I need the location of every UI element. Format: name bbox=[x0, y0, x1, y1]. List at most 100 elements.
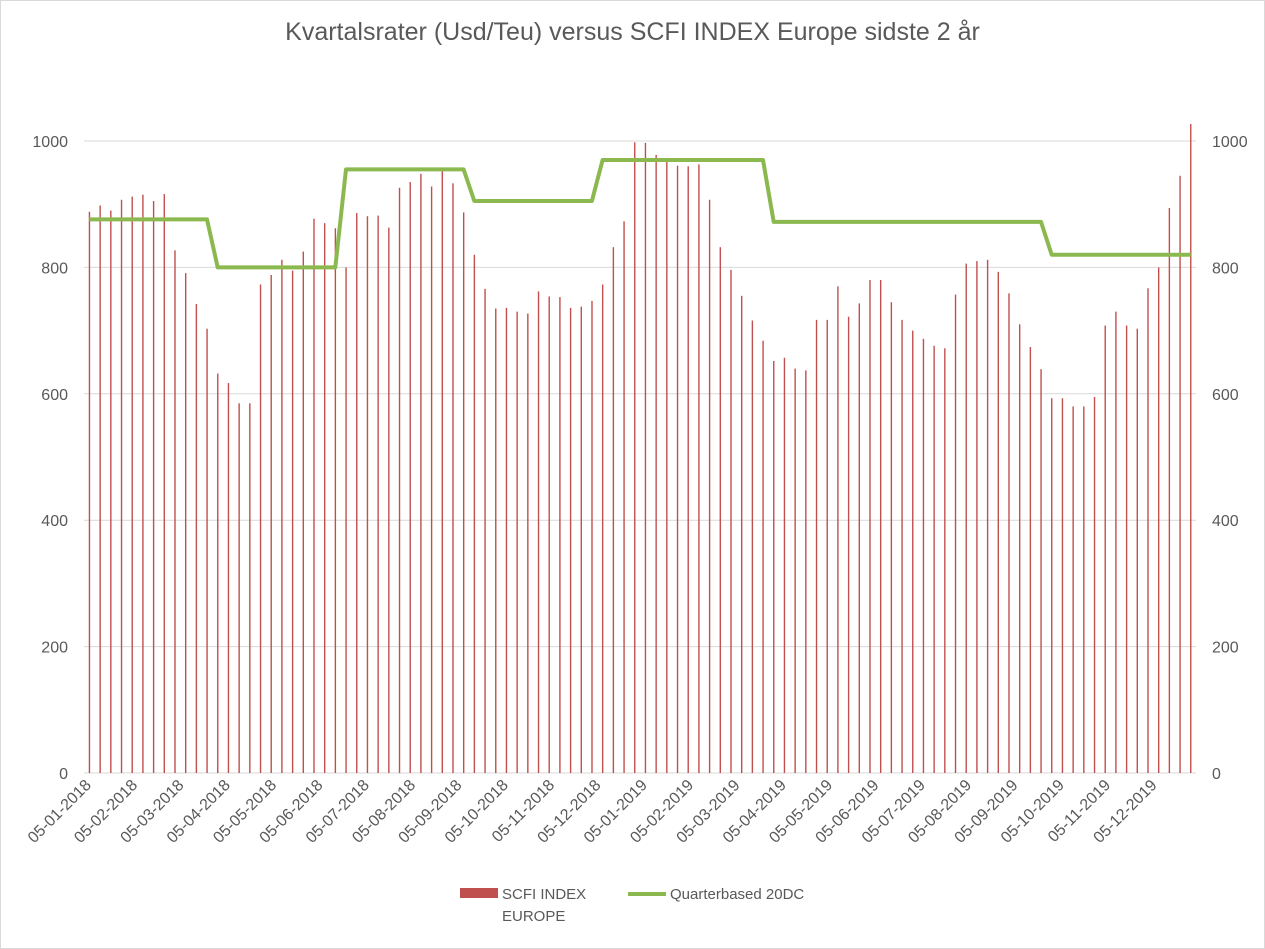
legend-swatch-scfi bbox=[460, 888, 498, 898]
bar-scfi-89 bbox=[1040, 369, 1042, 773]
bar-scfi-25 bbox=[356, 213, 358, 774]
y-tick-label-left: 600 bbox=[41, 387, 68, 404]
line-quarterbased bbox=[89, 158, 1191, 270]
bar-scfi-75 bbox=[890, 302, 893, 773]
bar-scfi-24 bbox=[345, 267, 347, 773]
y-tick-label-left: 800 bbox=[41, 260, 68, 277]
bar-scfi-56 bbox=[687, 166, 689, 773]
bar-scfi-31 bbox=[420, 173, 422, 773]
bar-scfi-6 bbox=[152, 201, 155, 774]
bar-scfi-28 bbox=[388, 227, 390, 774]
bar-scfi-101 bbox=[1168, 207, 1171, 773]
bar-scfi-23 bbox=[334, 228, 337, 773]
bar-scfi-7 bbox=[163, 194, 165, 773]
y-tick-label-left: 200 bbox=[41, 640, 68, 657]
bar-scfi-1 bbox=[99, 205, 101, 774]
bar-scfi-60 bbox=[730, 269, 732, 773]
bar-scfi-90 bbox=[1051, 398, 1053, 773]
bar-scfi-52 bbox=[644, 142, 647, 773]
bar-scfi-93 bbox=[1083, 406, 1085, 773]
chart-title: Kvartalsrater (Usd/Teu) versus SCFI INDE… bbox=[285, 18, 980, 46]
y-tick-label-right: 600 bbox=[1212, 387, 1239, 404]
bar-scfi-91 bbox=[1061, 398, 1064, 773]
bar-scfi-36 bbox=[473, 254, 476, 773]
bar-scfi-45 bbox=[569, 307, 572, 773]
y-tick-label-right: 0 bbox=[1212, 766, 1221, 783]
bar-scfi-26 bbox=[366, 216, 369, 773]
bar-scfi-71 bbox=[847, 316, 850, 773]
bar-scfi-20 bbox=[302, 251, 304, 774]
bar-scfi-66 bbox=[794, 368, 796, 773]
bar-scfi-30 bbox=[409, 182, 411, 773]
bar-scfi-87 bbox=[1018, 324, 1021, 773]
legend-label-quarterbased: Quarterbased 20DC bbox=[670, 886, 805, 903]
bar-scfi-73 bbox=[869, 280, 871, 773]
bar-scfi-32 bbox=[430, 186, 433, 773]
bar-scfi-61 bbox=[740, 295, 743, 773]
y-tick-label-right: 1000 bbox=[1212, 134, 1248, 151]
legend-item-scfi: SCFI INDEX EUROPE bbox=[460, 884, 602, 928]
legend-label-scfi: SCFI INDEX EUROPE bbox=[502, 886, 587, 925]
bar-scfi-80 bbox=[944, 348, 946, 773]
y-tick-label-right: 200 bbox=[1212, 640, 1239, 657]
bar-scfi-102 bbox=[1179, 175, 1181, 773]
bar-scfi-49 bbox=[612, 247, 615, 773]
bar-scfi-103 bbox=[1190, 123, 1192, 774]
bar-scfi-33 bbox=[441, 167, 443, 773]
y-tick-label-left: 0 bbox=[59, 766, 68, 783]
bar-scfi-35 bbox=[462, 212, 465, 773]
bar-scfi-2 bbox=[110, 210, 112, 773]
bar-scfi-51 bbox=[634, 142, 636, 773]
bar-scfi-4 bbox=[131, 196, 133, 774]
bar-scfi-69 bbox=[826, 319, 828, 773]
legend-item-quarterbased: Quarterbased 20DC bbox=[628, 884, 804, 906]
bar-scfi-16 bbox=[259, 284, 262, 773]
bar-scfi-53 bbox=[655, 154, 657, 774]
bar-scfi-18 bbox=[281, 259, 283, 773]
bar-scfi-43 bbox=[548, 296, 550, 773]
bar-scfi-17 bbox=[270, 274, 272, 773]
bar-scfi-59 bbox=[719, 247, 721, 773]
bar-scfi-83 bbox=[976, 261, 978, 773]
bar-scfi-63 bbox=[762, 340, 764, 773]
bar-scfi-79 bbox=[933, 345, 935, 773]
bar-scfi-95 bbox=[1104, 325, 1106, 773]
bar-scfi-100 bbox=[1157, 267, 1160, 773]
bar-scfi-88 bbox=[1029, 347, 1032, 773]
bar-scfi-96 bbox=[1115, 311, 1117, 773]
bar-scfi-40 bbox=[516, 311, 518, 773]
bar-scfi-48 bbox=[601, 284, 604, 773]
bar-scfi-12 bbox=[217, 373, 219, 773]
bar-scfi-47 bbox=[591, 300, 593, 773]
bar-scfi-13 bbox=[227, 383, 230, 773]
bar-scfi-0 bbox=[88, 211, 91, 773]
y-tick-label-left: 400 bbox=[41, 513, 68, 530]
bar-scfi-62 bbox=[751, 320, 754, 773]
bar-scfi-27 bbox=[377, 215, 379, 774]
bar-scfi-15 bbox=[249, 403, 251, 773]
y-tick-label-right: 400 bbox=[1212, 513, 1239, 530]
bar-scfi-64 bbox=[773, 360, 775, 773]
bar-scfi-84 bbox=[986, 259, 989, 773]
legend-swatch-quarterbased bbox=[628, 892, 666, 896]
bar-scfi-86 bbox=[1008, 293, 1010, 773]
bar-scfi-22 bbox=[323, 223, 326, 773]
bar-scfi-5 bbox=[142, 194, 144, 774]
bar-scfi-57 bbox=[698, 164, 700, 773]
bar-scfi-54 bbox=[666, 158, 668, 774]
bar-scfi-19 bbox=[291, 270, 294, 773]
bar-scfi-94 bbox=[1093, 396, 1096, 773]
bar-scfi-77 bbox=[912, 330, 914, 773]
bar-scfi-55 bbox=[676, 165, 679, 773]
bar-scfi-10 bbox=[195, 304, 198, 773]
bar-scfi-72 bbox=[858, 303, 860, 773]
bar-scfi-99 bbox=[1147, 288, 1149, 773]
bar-scfi-29 bbox=[398, 187, 401, 773]
bar-scfi-65 bbox=[783, 357, 786, 773]
bar-scfi-9 bbox=[184, 273, 187, 773]
y-tick-label-left: 1000 bbox=[32, 134, 68, 151]
bar-scfi-38 bbox=[495, 308, 497, 773]
bar-scfi-92 bbox=[1072, 406, 1074, 773]
bar-scfi-14 bbox=[238, 403, 240, 773]
